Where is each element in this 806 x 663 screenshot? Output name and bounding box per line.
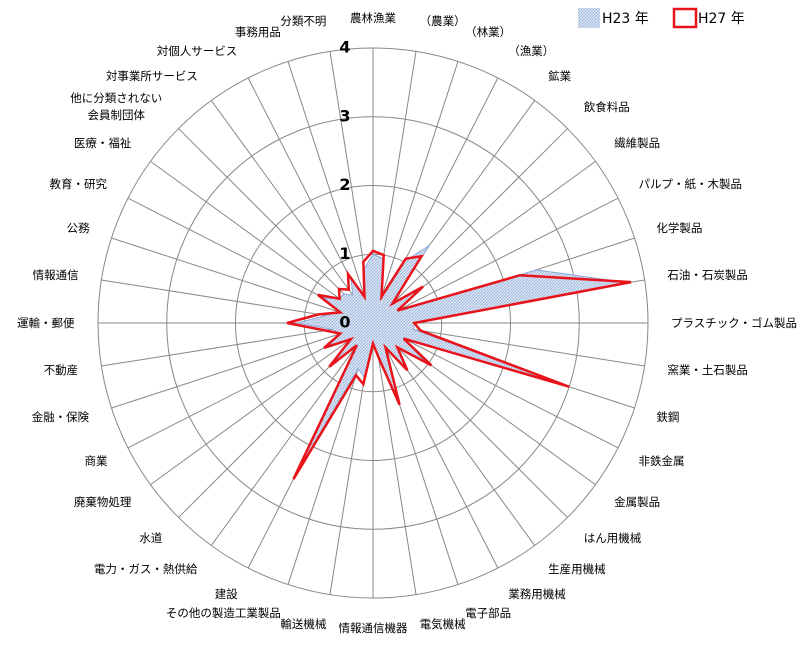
legend-swatch xyxy=(578,8,600,28)
spoke xyxy=(111,237,374,324)
category-label: （林業） xyxy=(465,25,512,40)
category-label: 鉄鋼 xyxy=(656,409,680,424)
legend-label: H27 年 xyxy=(698,11,745,27)
category-label: 運輸・郵便 xyxy=(17,315,75,330)
category-label: 飲食料品 xyxy=(583,99,630,114)
spoke xyxy=(210,100,374,324)
spoke xyxy=(210,322,374,546)
category-label: 電気機械 xyxy=(419,616,466,631)
category-label: 農林漁業 xyxy=(350,10,396,25)
category-label: 公務 xyxy=(66,221,90,236)
spoke xyxy=(150,322,374,486)
category-label: 電力・ガス・熱供給 xyxy=(93,562,198,577)
r-tick-label: 4 xyxy=(339,38,350,57)
category-label: 水道 xyxy=(139,531,163,546)
r-tick-label: 1 xyxy=(339,244,350,263)
legend: H23 年 H27 年 xyxy=(578,7,745,29)
category-label: 教育・研究 xyxy=(49,177,107,192)
category-label: 輸送機械 xyxy=(280,616,327,631)
category-label: はん用機械 xyxy=(583,531,642,546)
spoke xyxy=(372,128,568,324)
legend-label: H23 年 xyxy=(602,11,649,27)
category-label: パルプ・紙・木製品 xyxy=(638,177,743,192)
category-label: 他に分類されない 会員制団体 xyxy=(70,91,163,123)
category-label: 対個人サービス xyxy=(156,43,238,58)
category-label: 繊維製品 xyxy=(614,136,661,151)
spoke xyxy=(287,61,374,324)
category-label: 事務用品 xyxy=(234,25,281,40)
category-label: 鉱業 xyxy=(548,68,572,83)
category-label: 窯業・土石製品 xyxy=(667,363,748,378)
spoke xyxy=(372,197,619,324)
spoke xyxy=(178,128,374,324)
r-tick-label: 0 xyxy=(339,313,350,332)
r-tick-label: 2 xyxy=(339,175,350,194)
category-label: 商業 xyxy=(84,453,108,468)
category-label: 情報通信機器 xyxy=(338,620,408,635)
series-area xyxy=(286,249,632,480)
category-label: 化学製品 xyxy=(656,221,703,236)
category-label: 生産用機械 xyxy=(548,562,606,577)
category-label: （漁業） xyxy=(508,43,555,58)
spoke xyxy=(372,61,459,324)
category-label: プラスチック・ゴム製品 xyxy=(671,315,798,330)
legend-swatch xyxy=(672,7,698,29)
spoke xyxy=(111,322,374,409)
category-label: 分類不明 xyxy=(280,14,327,29)
spoke xyxy=(150,160,374,324)
category-label: 対事業所サービス xyxy=(105,68,198,83)
category-label: 医療・福祉 xyxy=(73,136,132,151)
category-label: 建設 xyxy=(214,587,238,602)
category-label: （農業） xyxy=(419,14,466,29)
category-label: その他の製造工業製品 xyxy=(165,605,281,620)
spoke xyxy=(372,322,499,569)
category-label: 情報通信 xyxy=(32,267,79,282)
spoke xyxy=(372,322,645,367)
category-label: 不動産 xyxy=(43,363,79,378)
category-label: 廃棄物処理 xyxy=(73,494,132,509)
category-label: 金融・保険 xyxy=(31,409,90,424)
category-label: 業務用機械 xyxy=(508,587,566,602)
category-label: 石油・石炭製品 xyxy=(667,267,748,282)
category-label: 金属製品 xyxy=(614,494,661,509)
category-label: 電子部品 xyxy=(465,605,512,620)
category-label: 非鉄金属 xyxy=(638,453,685,468)
spoke xyxy=(372,322,619,449)
spoke xyxy=(372,322,417,595)
r-tick-label: 3 xyxy=(339,106,350,125)
spoke xyxy=(372,322,568,518)
